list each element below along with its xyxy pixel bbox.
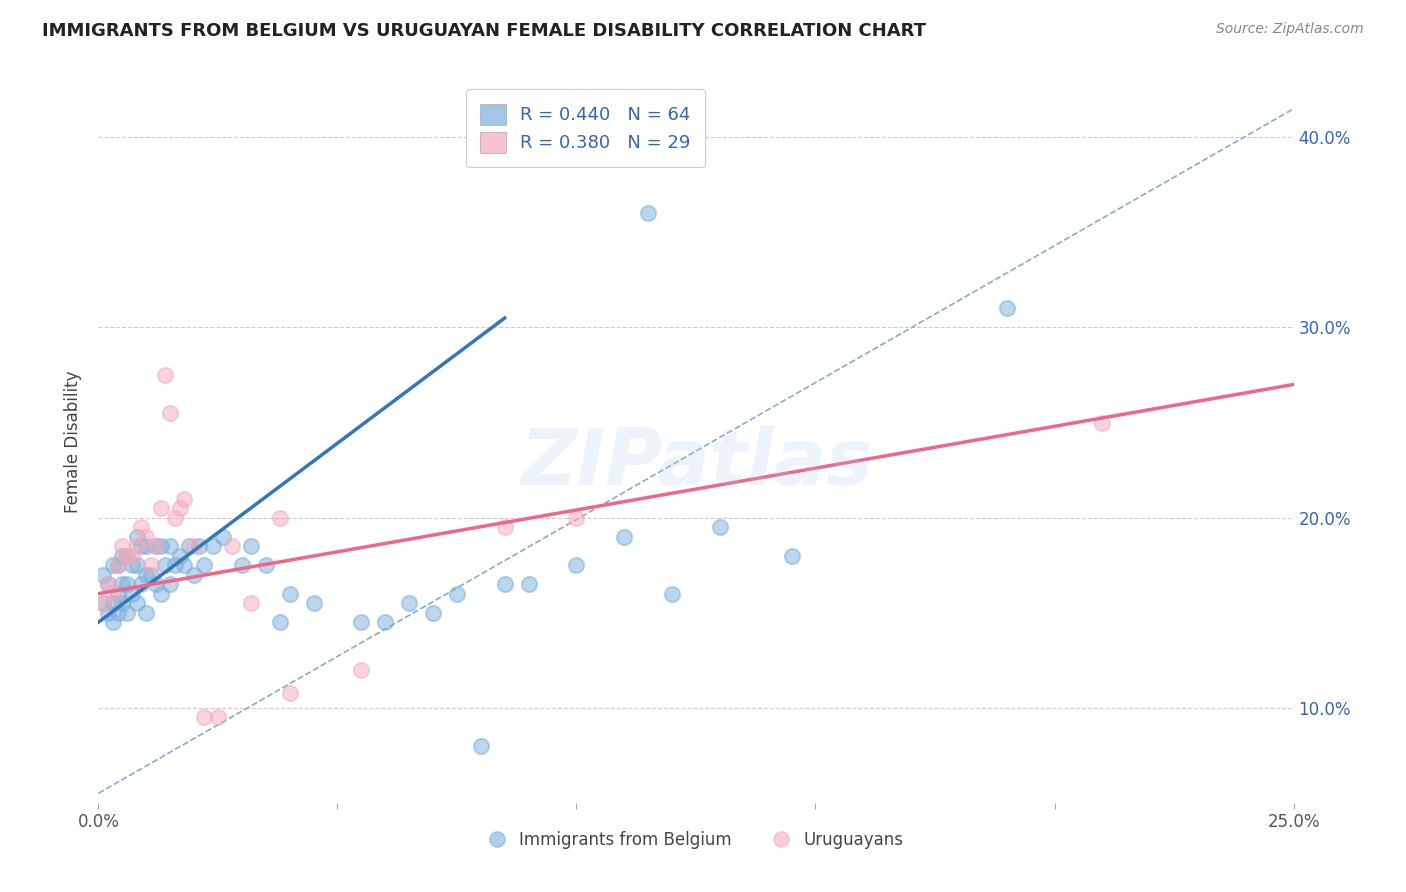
Point — [269, 615, 291, 630]
Point — [135, 539, 157, 553]
Point — [159, 577, 181, 591]
Point — [278, 685, 301, 699]
Point — [187, 539, 209, 553]
Point — [101, 596, 124, 610]
Point — [709, 520, 731, 534]
Point — [125, 596, 148, 610]
Point — [374, 615, 396, 630]
Point — [155, 368, 177, 382]
Point — [350, 615, 373, 630]
Point — [101, 558, 124, 573]
Point — [240, 539, 263, 553]
Point — [107, 558, 129, 573]
Point — [183, 567, 205, 582]
Point — [97, 606, 120, 620]
Point — [163, 510, 186, 524]
Point — [169, 549, 191, 563]
Point — [145, 577, 167, 591]
Point — [125, 530, 148, 544]
Point — [193, 710, 215, 724]
Point — [97, 577, 120, 591]
Point — [661, 587, 683, 601]
Point — [637, 206, 659, 220]
Point — [131, 577, 153, 591]
Point — [163, 558, 186, 573]
Point — [565, 558, 588, 573]
Y-axis label: Female Disability: Female Disability — [65, 370, 83, 513]
Point — [350, 663, 373, 677]
Point — [121, 558, 143, 573]
Point — [91, 567, 114, 582]
Point — [517, 577, 540, 591]
Point — [139, 558, 162, 573]
Point — [179, 539, 201, 553]
Point — [398, 596, 420, 610]
Point — [111, 596, 134, 610]
Point — [169, 501, 191, 516]
Point — [183, 539, 205, 553]
Point — [115, 549, 138, 563]
Point — [565, 510, 588, 524]
Point — [145, 539, 167, 553]
Point — [115, 577, 138, 591]
Point — [422, 606, 444, 620]
Text: ZIPatlas: ZIPatlas — [520, 425, 872, 501]
Point — [470, 739, 492, 753]
Point — [107, 587, 129, 601]
Point — [155, 558, 177, 573]
Point — [173, 491, 195, 506]
Point — [149, 501, 172, 516]
Point — [121, 587, 143, 601]
Point — [125, 539, 148, 553]
Point — [173, 558, 195, 573]
Point — [149, 587, 172, 601]
Point — [121, 549, 143, 563]
Point — [207, 710, 229, 724]
Point — [101, 587, 124, 601]
Point — [494, 520, 516, 534]
Point — [269, 510, 291, 524]
Point — [278, 587, 301, 601]
Point — [240, 596, 263, 610]
Text: IMMIGRANTS FROM BELGIUM VS URUGUAYAN FEMALE DISABILITY CORRELATION CHART: IMMIGRANTS FROM BELGIUM VS URUGUAYAN FEM… — [42, 22, 927, 40]
Point — [1091, 416, 1114, 430]
Point — [111, 539, 134, 553]
Point — [139, 567, 162, 582]
Point — [125, 558, 148, 573]
Point — [91, 596, 114, 610]
Point — [211, 530, 233, 544]
Point — [494, 577, 516, 591]
Point — [446, 587, 468, 601]
Point — [111, 549, 134, 563]
Point — [613, 530, 636, 544]
Legend: Immigrants from Belgium, Uruguayans: Immigrants from Belgium, Uruguayans — [482, 824, 910, 856]
Point — [115, 606, 138, 620]
Point — [135, 606, 157, 620]
Point — [115, 549, 138, 563]
Point — [145, 539, 167, 553]
Text: Source: ZipAtlas.com: Source: ZipAtlas.com — [1216, 22, 1364, 37]
Point — [107, 558, 129, 573]
Point — [135, 567, 157, 582]
Point — [231, 558, 253, 573]
Point — [135, 530, 157, 544]
Point — [107, 606, 129, 620]
Point — [101, 615, 124, 630]
Point — [221, 539, 243, 553]
Point — [91, 596, 114, 610]
Point — [254, 558, 277, 573]
Point — [995, 301, 1018, 316]
Point — [193, 558, 215, 573]
Point — [131, 520, 153, 534]
Point — [149, 539, 172, 553]
Point — [159, 406, 181, 420]
Point — [111, 577, 134, 591]
Point — [202, 539, 225, 553]
Point — [159, 539, 181, 553]
Point — [131, 539, 153, 553]
Point — [302, 596, 325, 610]
Point — [97, 577, 120, 591]
Point — [780, 549, 803, 563]
